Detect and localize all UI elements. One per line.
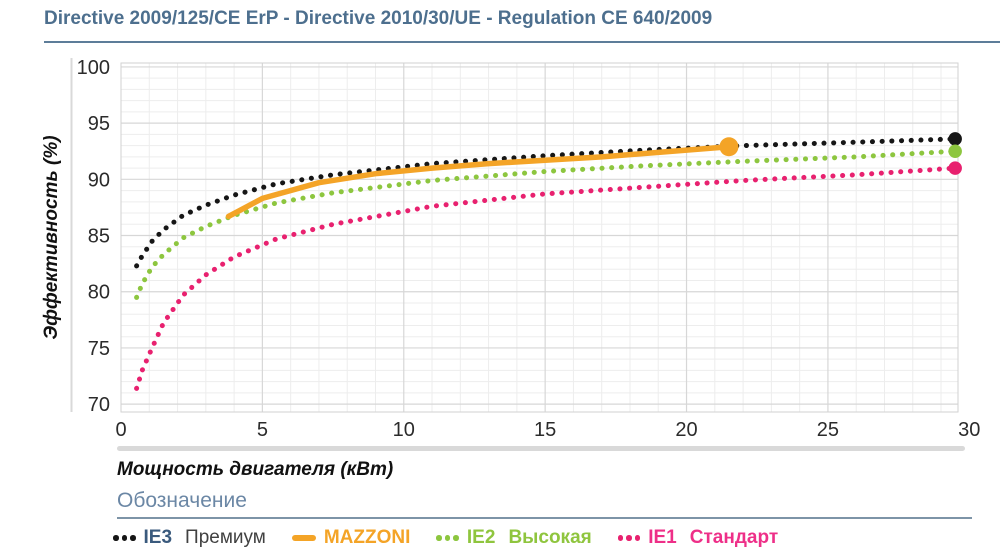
legend-dotted-line-icon — [617, 535, 641, 541]
x-axis-tick-label: 5 — [257, 419, 268, 441]
chart-scrollbar[interactable] — [117, 446, 965, 451]
x-axis-tick-label: 0 — [115, 419, 126, 441]
legend-item-ie3[interactable]: IE3 Премиум — [113, 527, 266, 549]
legend-label-prefix: IE3 — [143, 527, 173, 548]
legend-row: IE3 Премиум MAZZONI IE2 Высокая IE1 Стандарт — [113, 527, 972, 549]
y-axis-tick-label: 100 — [77, 57, 110, 79]
end-marker-ie3 — [948, 132, 962, 146]
legend-item-mazzoni[interactable]: MAZZONI — [291, 527, 411, 549]
y-axis-tick-label: 95 — [88, 113, 110, 135]
legend-heading-wrap: Обозначение — [117, 489, 972, 519]
x-axis-tick-label: 15 — [534, 419, 556, 441]
chart-title: Directive 2009/125/CE ErP - Directive 20… — [44, 8, 713, 29]
gridlines — [121, 63, 958, 412]
plot-border — [120, 62, 959, 413]
end-marker-ie2 — [948, 144, 962, 158]
title-divider — [44, 41, 1000, 43]
curve-ie2 — [134, 148, 958, 300]
y-axis-tick-label: 75 — [88, 338, 110, 360]
axis-tick-labels: 0 5 10 15 20 25 30 70 75 80 85 90 95 100 — [77, 57, 981, 441]
legend-label-prefix: IE2 — [466, 527, 496, 548]
legend-label-suffix: Стандарт — [689, 527, 779, 548]
x-axis-tick-label: 20 — [675, 419, 697, 441]
y-axis-tick-label: 85 — [88, 226, 110, 248]
efficiency-chart: 0 5 10 15 20 25 30 70 75 80 85 90 95 100 Эффективность… — [41, 57, 981, 480]
x-axis-tick-label: 25 — [817, 419, 839, 441]
legend-item-ie1[interactable]: IE1 Стандарт — [617, 527, 779, 549]
legend-heading: Обозначение — [117, 489, 247, 512]
y-axis-tick-label: 70 — [88, 394, 110, 416]
legend-label-suffix: Высокая — [508, 527, 592, 548]
legend-dotted-line-icon — [113, 535, 136, 541]
curve-ie1 — [134, 165, 958, 391]
curve-mazzoni — [225, 143, 732, 220]
y-axis-tick-label: 80 — [88, 282, 110, 304]
y-axis-tick-label: 90 — [88, 169, 110, 191]
legend-label-prefix: MAZZONI — [323, 527, 411, 548]
legend-label-suffix: Премиум — [185, 527, 266, 548]
x-axis-tick-label: 30 — [958, 419, 980, 441]
legend-section: Обозначение IE3 Премиум MAZZONI IE2 Высокая I… — [113, 489, 972, 549]
end-marker-mazzoni — [719, 137, 739, 157]
legend-label-prefix: IE1 — [648, 527, 677, 548]
legend-solid-line-icon — [291, 535, 316, 541]
x-axis-tick-label: 10 — [393, 419, 415, 441]
legend-dotted-line-icon — [436, 535, 459, 541]
end-marker-ie1 — [948, 161, 962, 175]
y-axis-title: Эффективность (%) — [41, 135, 62, 339]
legend-item-ie2[interactable]: IE2 Высокая — [436, 527, 592, 549]
x-axis-title: Мощность двигателя (кВт) — [117, 459, 393, 480]
